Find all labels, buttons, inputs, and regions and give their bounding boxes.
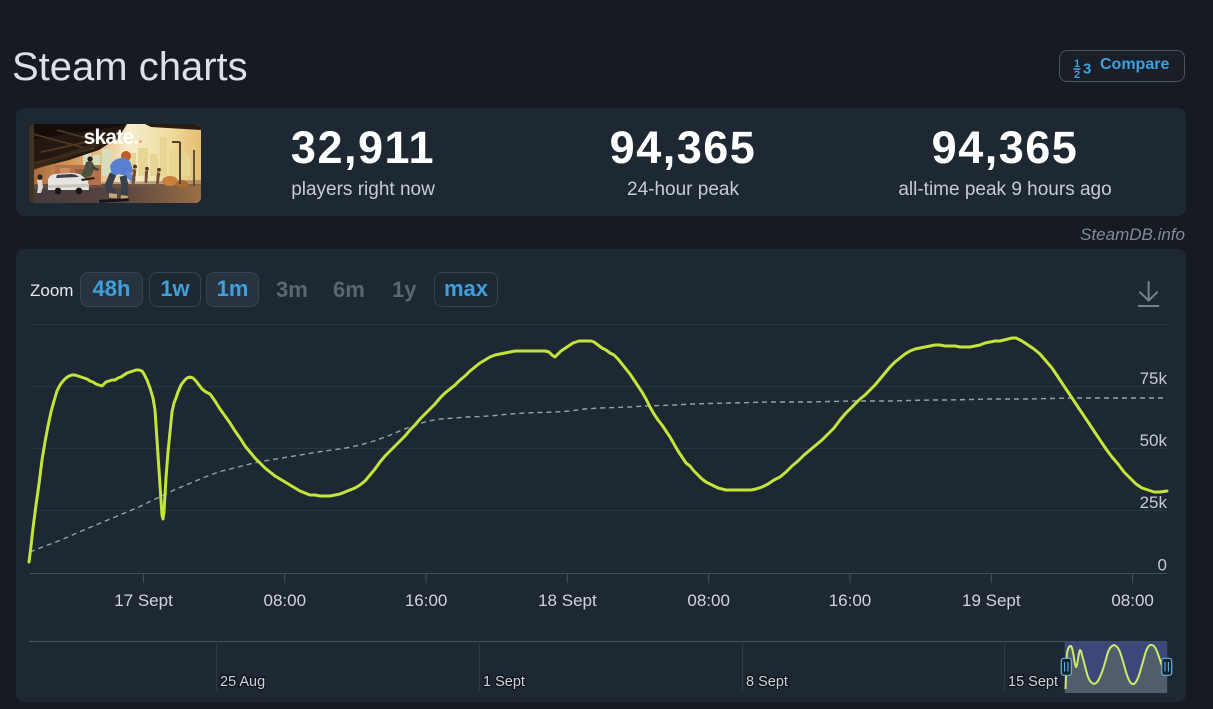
svg-text:1 Sept: 1 Sept (483, 674, 525, 690)
svg-text:08:00: 08:00 (264, 591, 307, 610)
svg-text:2: 2 (1074, 69, 1080, 80)
svg-text:18 Sept: 18 Sept (538, 591, 597, 610)
svg-text:skate.: skate. (84, 126, 139, 149)
svg-text:3: 3 (1083, 61, 1091, 78)
svg-text:15 Sept: 15 Sept (1008, 674, 1058, 690)
svg-text:25 Aug: 25 Aug (220, 674, 265, 690)
svg-text:50k: 50k (1140, 431, 1168, 450)
svg-text:19 Sept: 19 Sept (962, 591, 1021, 610)
svg-text:8 Sept: 8 Sept (746, 674, 788, 690)
svg-text:25k: 25k (1140, 493, 1168, 512)
svg-text:1: 1 (1074, 58, 1080, 70)
svg-text:17 Sept: 17 Sept (114, 591, 173, 610)
svg-text:0: 0 (1158, 556, 1167, 575)
svg-text:75k: 75k (1140, 369, 1168, 388)
svg-text:08:00: 08:00 (1111, 591, 1154, 610)
svg-text:16:00: 16:00 (829, 591, 872, 610)
svg-text:16:00: 16:00 (405, 591, 448, 610)
svg-text:08:00: 08:00 (687, 591, 730, 610)
